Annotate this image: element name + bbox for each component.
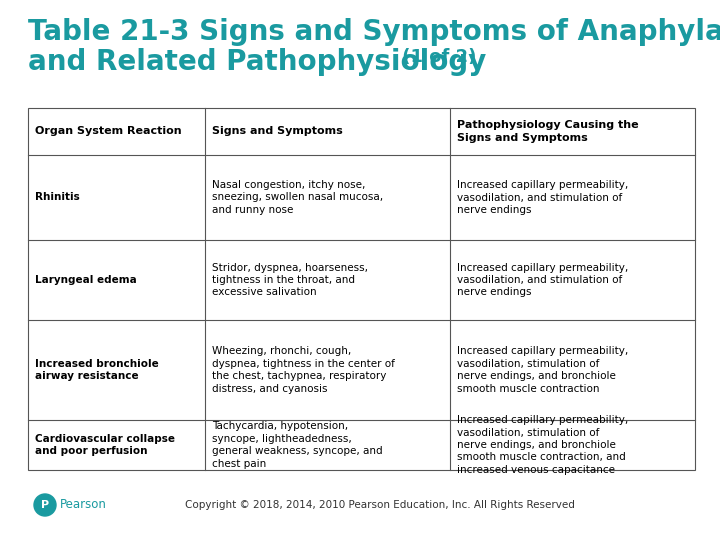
Text: (1 of 2): (1 of 2) [396, 48, 477, 66]
Text: Increased capillary permeability,
vasodilation, and stimulation of
nerve endings: Increased capillary permeability, vasodi… [457, 262, 629, 298]
Text: Increased bronchiole
airway resistance: Increased bronchiole airway resistance [35, 359, 158, 381]
Text: and Related Pathophysiology: and Related Pathophysiology [28, 48, 487, 76]
Text: Rhinitis: Rhinitis [35, 192, 80, 202]
Text: Pearson: Pearson [60, 498, 107, 511]
Bar [28, 108, 695, 470]
Text: Cardiovascular collapse
and poor perfusion: Cardiovascular collapse and poor perfusi… [35, 434, 175, 456]
Text: Wheezing, rhonchi, cough,
dyspnea, tightness in the center of
the chest, tachypn: Wheezing, rhonchi, cough, dyspnea, tight… [212, 346, 395, 394]
Text: Stridor, dyspnea, hoarseness,
tightness in the throat, and
excessive salivation: Stridor, dyspnea, hoarseness, tightness … [212, 262, 368, 298]
Text: P: P [41, 500, 49, 510]
Text: Pathophysiology Causing the
Signs and Symptoms: Pathophysiology Causing the Signs and Sy… [457, 120, 639, 143]
Text: Increased capillary permeability,
vasodilation, and stimulation of
nerve endings: Increased capillary permeability, vasodi… [457, 180, 629, 215]
Text: Nasal congestion, itchy nose,
sneezing, swollen nasal mucosa,
and runny nose: Nasal congestion, itchy nose, sneezing, … [212, 180, 383, 215]
Text: Organ System Reaction: Organ System Reaction [35, 126, 181, 137]
Text: Increased capillary permeability,
vasodilation, stimulation of
nerve endings, an: Increased capillary permeability, vasodi… [457, 346, 629, 394]
Text: Copyright © 2018, 2014, 2010 Pearson Education, Inc. All Rights Reserved: Copyright © 2018, 2014, 2010 Pearson Edu… [185, 500, 575, 510]
Text: Table 21-3 Signs and Symptoms of Anaphylaxis: Table 21-3 Signs and Symptoms of Anaphyl… [28, 18, 720, 46]
Text: Tachycardia, hypotension,
syncope, lightheadedness,
general weakness, syncope, a: Tachycardia, hypotension, syncope, light… [212, 421, 382, 469]
Text: Increased capillary permeability,
vasodilation, stimulation of
nerve endings, an: Increased capillary permeability, vasodi… [457, 415, 629, 475]
Circle shape [34, 494, 56, 516]
Text: Signs and Symptoms: Signs and Symptoms [212, 126, 343, 137]
Text: Laryngeal edema: Laryngeal edema [35, 275, 137, 285]
